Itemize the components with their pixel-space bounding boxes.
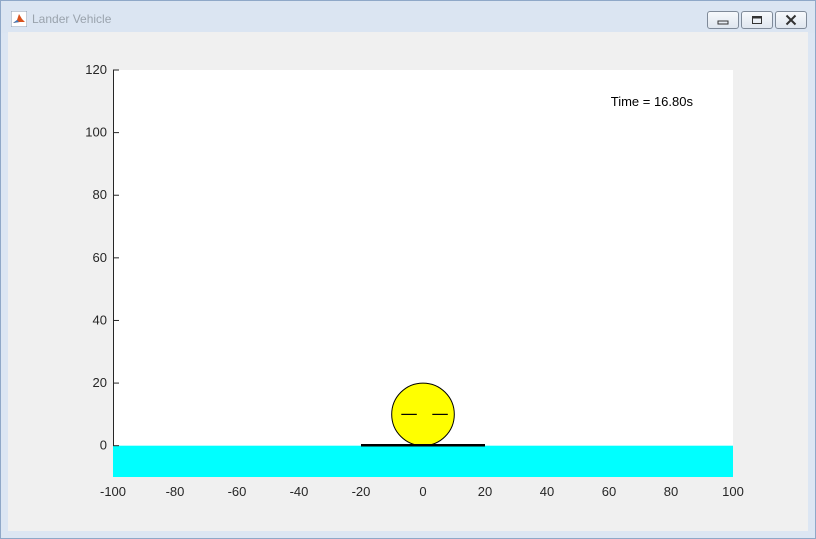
y-tick-label: 120 (85, 62, 107, 77)
x-tick-label: 80 (664, 484, 678, 499)
x-tick-label: 60 (602, 484, 616, 499)
x-tick-label: 40 (540, 484, 554, 499)
y-tick-label: 60 (93, 250, 107, 265)
y-tick-label: 40 (93, 312, 107, 327)
restore-icon (752, 16, 762, 24)
y-tick-label: 0 (100, 438, 107, 453)
y-tick-label: 80 (93, 187, 107, 202)
matlab-icon (11, 11, 27, 27)
minimize-button[interactable] (707, 11, 739, 29)
minimize-icon (717, 20, 729, 25)
x-tick-label: 100 (722, 484, 744, 499)
x-tick-label: 20 (478, 484, 492, 499)
y-tick-label: 100 (85, 125, 107, 140)
x-tick-label: 0 (419, 484, 426, 499)
window-title: Lander Vehicle (32, 12, 112, 26)
y-tick-label: 20 (93, 375, 107, 390)
ground-area (113, 445, 733, 477)
close-button[interactable] (775, 11, 807, 29)
restore-button[interactable] (741, 11, 773, 29)
x-tick-label: -20 (352, 484, 371, 499)
figure-area: 0 20 40 60 80 100 120 -100 -80 -60 -40 -20 0 20 40 60 80… (8, 32, 808, 531)
time-label: Time = 16.80s (611, 94, 694, 109)
title-bar[interactable]: Lander Vehicle (1, 1, 815, 33)
x-tick-label: -40 (290, 484, 309, 499)
x-tick-label: -60 (228, 484, 247, 499)
x-tick-label: -80 (166, 484, 185, 499)
close-icon (785, 14, 797, 26)
x-tick-label: -100 (100, 484, 126, 499)
plot-canvas[interactable]: 0 20 40 60 80 100 120 -100 -80 -60 -40 -20 0 20 40 60 80… (8, 32, 808, 531)
